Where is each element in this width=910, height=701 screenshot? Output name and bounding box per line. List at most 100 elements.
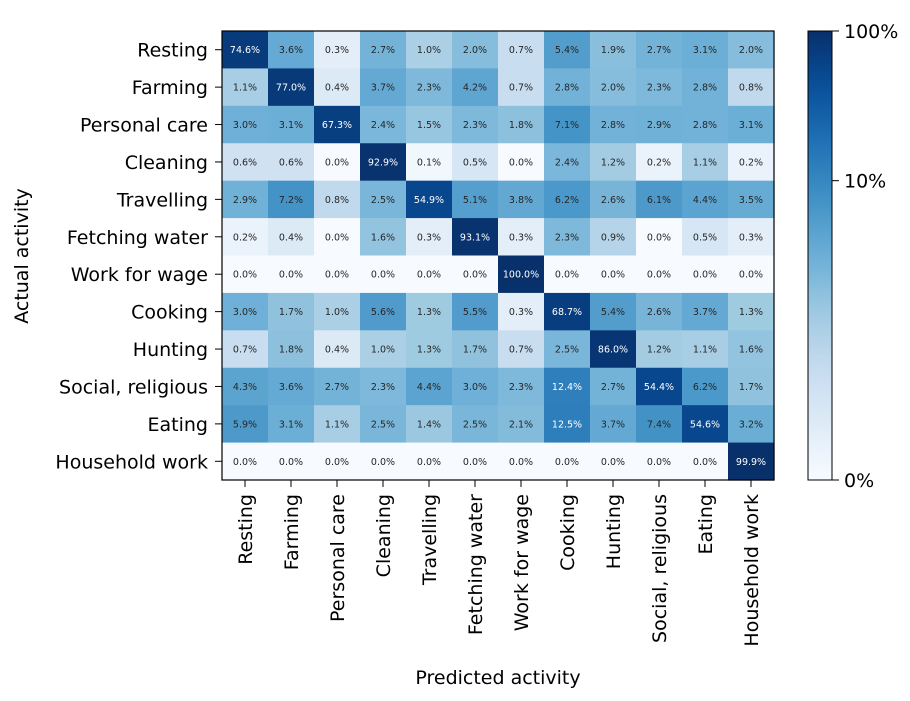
x-tick-label: Resting: [235, 494, 257, 565]
heatmap-cell-label: 54.9%: [414, 195, 444, 206]
y-tick-label: Farming: [132, 77, 208, 99]
heatmap-cell-label: 2.9%: [647, 120, 671, 131]
heatmap-cell-label: 0.0%: [371, 270, 395, 281]
heatmap-cell: [682, 68, 729, 107]
heatmap-cell: [268, 405, 315, 444]
heatmap-cell-label: 0.0%: [279, 270, 303, 281]
heatmap-cell: [406, 31, 453, 70]
heatmap-cell: [544, 218, 591, 257]
heatmap-cell: [406, 405, 453, 444]
heatmap-cell-label: 0.0%: [463, 270, 487, 281]
heatmap-cell: [682, 405, 729, 444]
heatmap-cell: [498, 218, 545, 257]
heatmap-cell: [544, 330, 591, 369]
heatmap-cell-label: 100.0%: [503, 270, 539, 281]
heatmap-cell-label: 0.0%: [463, 457, 487, 468]
heatmap-cell-label: 99.9%: [736, 457, 766, 468]
heatmap-cell-label: 3.7%: [371, 83, 395, 94]
x-tick-label: Work for wage: [511, 494, 533, 631]
heatmap-cell: [268, 68, 315, 107]
heatmap-cell-label: 2.4%: [555, 157, 579, 168]
heatmap-cell-label: 12.4%: [552, 382, 582, 393]
heatmap-cell-label: 0.5%: [693, 232, 717, 243]
heatmap-cell: [636, 105, 683, 144]
heatmap-cell: [498, 143, 545, 182]
heatmap-cell: [636, 143, 683, 182]
heatmap-cell: [452, 180, 499, 219]
heatmap-cell: [682, 292, 729, 331]
heatmap-cell-label: 3.1%: [279, 419, 303, 430]
heatmap-cell-label: 2.7%: [601, 382, 625, 393]
heatmap-cell: [452, 330, 499, 369]
heatmap-cell-label: 3.6%: [279, 45, 303, 56]
heatmap-cell: [682, 442, 729, 481]
heatmap-cell-label: 0.6%: [233, 157, 257, 168]
heatmap-cell-label: 7.1%: [555, 120, 579, 131]
heatmap-cell: [682, 218, 729, 257]
heatmap-cell-label: 1.8%: [509, 120, 533, 131]
heatmap-cell-label: 0.0%: [417, 457, 441, 468]
heatmap-cell-label: 2.4%: [371, 120, 395, 131]
heatmap-cell-label: 0.0%: [325, 157, 349, 168]
heatmap-cell: [682, 180, 729, 219]
heatmap-cell: [590, 442, 637, 481]
heatmap-cell: [636, 292, 683, 331]
colorbar-tick-label: 100%: [844, 21, 898, 43]
heatmap-cell-label: 0.5%: [463, 157, 487, 168]
heatmap-cell: [314, 31, 361, 70]
heatmap-cell: [636, 330, 683, 369]
heatmap-cell-label: 1.8%: [279, 345, 303, 356]
heatmap-cell: [590, 330, 637, 369]
y-tick-label: Household work: [55, 451, 208, 473]
heatmap-cell: [498, 367, 545, 406]
y-tick-label: Cooking: [131, 302, 208, 324]
heatmap-cell-labels: 74.6% 3.6% 0.3% 2.7% 1.0% 2.0% 0.7% 5.4% 1.9% 2.7…: [230, 45, 766, 468]
heatmap-cell-label: 1.0%: [371, 345, 395, 356]
y-tick-label: Fetching water: [67, 227, 208, 249]
heatmap-cell-label: 2.6%: [647, 307, 671, 318]
heatmap-cell: [268, 105, 315, 144]
heatmap-cell: [406, 330, 453, 369]
heatmap-cell: [222, 292, 269, 331]
heatmap-cell-label: 67.3%: [322, 120, 352, 131]
heatmap-cell-label: 3.0%: [463, 382, 487, 393]
heatmap-cell: [728, 442, 775, 481]
heatmap-cell-label: 7.2%: [279, 195, 303, 206]
heatmap-cell: [314, 367, 361, 406]
heatmap-frame: [221, 30, 775, 481]
heatmap-cell: [636, 367, 683, 406]
heatmap-cell-label: 3.1%: [693, 45, 717, 56]
heatmap-cell-label: 0.4%: [325, 83, 349, 94]
heatmap-cell-label: 2.5%: [371, 419, 395, 430]
heatmap-cell-label: 1.1%: [693, 345, 717, 356]
heatmap-cell-label: 0.0%: [601, 270, 625, 281]
heatmap-cell-label: 1.7%: [739, 382, 763, 393]
y-tick-label: Eating: [148, 414, 208, 436]
heatmap-cell: [406, 68, 453, 107]
heatmap-cell-label: 0.0%: [279, 457, 303, 468]
heatmap-cell: [268, 292, 315, 331]
heatmap-cell-label: 0.0%: [693, 270, 717, 281]
heatmap-cell: [406, 180, 453, 219]
heatmap-cell-label: 0.3%: [509, 307, 533, 318]
heatmap-cell: [728, 68, 775, 107]
x-tick-label: Household work: [741, 494, 763, 647]
heatmap-cell: [406, 255, 453, 294]
heatmap-cell: [222, 143, 269, 182]
heatmap-cell-label: 5.4%: [555, 45, 579, 56]
heatmap-cell-label: 68.7%: [552, 307, 582, 318]
heatmap-cell: [360, 292, 407, 331]
heatmap-cell: [636, 180, 683, 219]
heatmap-cell: [498, 68, 545, 107]
heatmap-cell: [636, 405, 683, 444]
heatmap-cell-label: 0.0%: [647, 270, 671, 281]
heatmap-cell-label: 2.8%: [693, 120, 717, 131]
heatmap-cell-label: 5.6%: [371, 307, 395, 318]
heatmap-cell: [728, 31, 775, 70]
heatmap-cell: [222, 31, 269, 70]
heatmap-cells: [222, 31, 775, 481]
heatmap-cell: [544, 180, 591, 219]
heatmap-cell: [222, 367, 269, 406]
heatmap-cell-label: 1.0%: [417, 45, 441, 56]
